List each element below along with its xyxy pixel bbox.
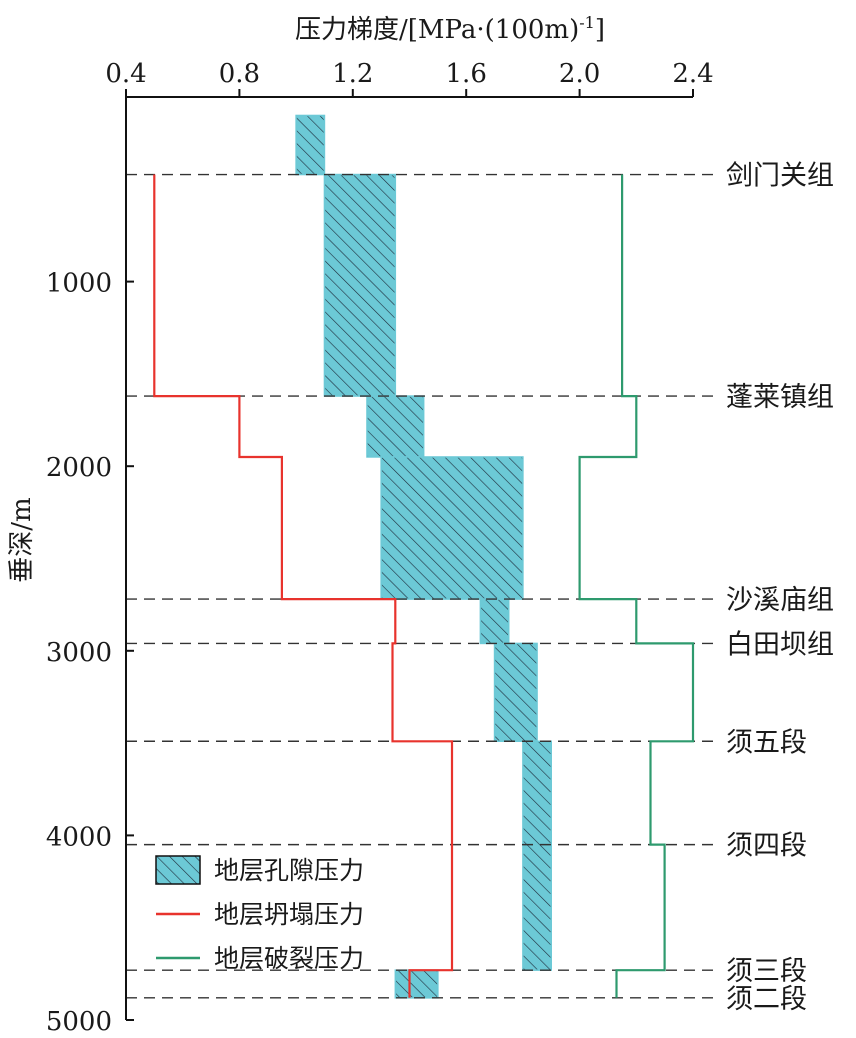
- formation-label-7: 须二段: [726, 984, 807, 1015]
- legend-label-2: 地层破裂压力: [214, 944, 364, 973]
- pore-pressure-segment-3: [380, 456, 524, 600]
- formation-label-6: 须三段: [726, 956, 807, 987]
- y-tick-label-4: 5000: [46, 1007, 112, 1037]
- legend-swatch-0: [155, 855, 201, 885]
- x-tick-label-0: 0.4: [105, 59, 146, 89]
- axis-layer: 0.4 0.8 1.2 1.6 2.0 2.4 1000 2000 3000 4000 5000: [46, 59, 714, 1037]
- pore-pressure-segment-2: [366, 395, 425, 458]
- y-tick-label-2: 3000: [46, 638, 112, 668]
- pore-pressure-band-layer: [295, 114, 553, 999]
- x-tick-label-1: 0.8: [219, 59, 260, 89]
- formation-label-3: 白田坝组: [726, 629, 834, 660]
- formation-label-1: 蓬莱镇组: [726, 382, 834, 413]
- pore-pressure-segment-6: [522, 740, 553, 971]
- series-layer: [153, 174, 695, 998]
- x-tick-label-4: 2.0: [559, 59, 600, 89]
- x-tick-label-2: 1.2: [332, 59, 373, 89]
- legend-label-0: 地层孔隙压力: [214, 856, 364, 885]
- formation-label-4: 须五段: [726, 727, 807, 758]
- x-axis-title-bracket: ]: [595, 15, 605, 45]
- pore-pressure-segment-5: [493, 642, 538, 743]
- y-tick-label-3: 4000: [46, 822, 112, 852]
- x-tick-label-3: 1.6: [446, 59, 487, 89]
- formation-label-5: 须四段: [726, 831, 807, 862]
- y-tick-label-1: 2000: [46, 453, 112, 483]
- y-axis-title: 垂深/m: [7, 497, 37, 582]
- y-tick-label-0: 1000: [46, 269, 112, 299]
- x-axis-title: 压力梯度/[MPa·(100m)-1]: [295, 13, 605, 45]
- series-line-1: [578, 174, 695, 998]
- pore-pressure-segment-4: [479, 598, 510, 645]
- x-axis-title-text: 压力梯度/[MPa·(100m): [295, 15, 579, 45]
- x-axis-title-exponent: -1: [579, 13, 595, 32]
- formation-label-2: 沙溪庙组: [726, 585, 834, 616]
- pore-pressure-segment-0: [295, 114, 326, 176]
- series-line-0: [153, 174, 454, 998]
- formation-label-0: 剑门关组: [726, 161, 834, 192]
- x-tick-label-5: 2.4: [672, 59, 713, 89]
- pore-pressure-segment-1: [323, 173, 397, 397]
- pore-pressure-segment-7: [394, 969, 439, 999]
- legend-label-1: 地层坍塌压力: [214, 900, 364, 929]
